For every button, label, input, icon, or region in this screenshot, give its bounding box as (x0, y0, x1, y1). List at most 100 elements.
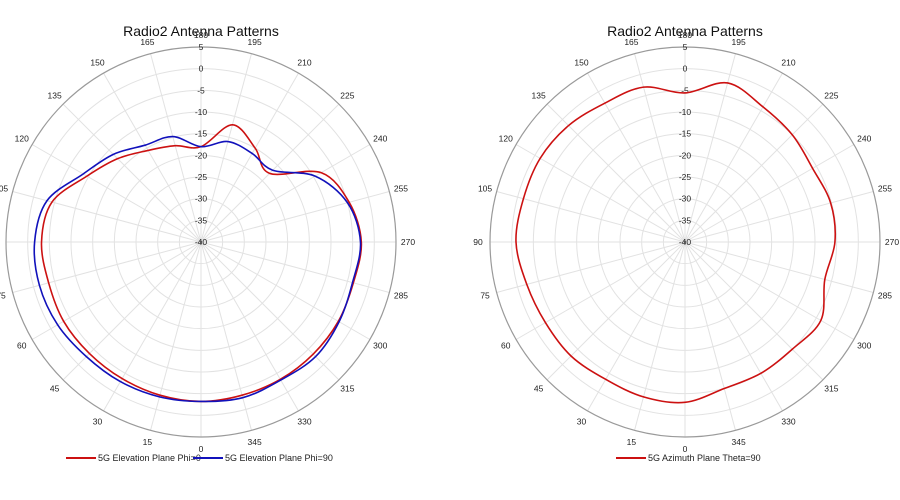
data-point (86, 356, 88, 358)
angle-tick-label: 330 (781, 416, 795, 426)
radial-gridline (70, 111, 332, 373)
data-point (762, 106, 764, 108)
radial-tick-label: 5 (199, 42, 204, 52)
angle-gridline (634, 53, 686, 243)
data-point (824, 279, 826, 281)
angle-tick-label: 0 (199, 444, 204, 454)
data-point (352, 282, 354, 284)
angle-gridline (684, 72, 783, 243)
polar-outer-ring (5, 46, 397, 438)
data-point (760, 372, 762, 374)
angle-tick-label: 45 (534, 383, 544, 393)
radial-gridline (597, 154, 773, 330)
angle-tick-label: 135 (48, 91, 62, 101)
angle-tick-label: 240 (857, 134, 871, 144)
data-point (159, 394, 161, 396)
radial-tick-label: -25 (195, 172, 208, 182)
radial-tick-label: -5 (197, 85, 205, 95)
data-point (791, 348, 793, 350)
data-point (834, 241, 836, 243)
angle-gridline (200, 241, 371, 340)
data-point (46, 200, 48, 202)
data-point (34, 241, 36, 243)
legend-label: 5G Azimuth Plane Theta=90 (648, 453, 761, 463)
angle-gridline (12, 191, 202, 243)
angle-tick-label: 225 (340, 91, 354, 101)
angle-gridline (684, 103, 824, 243)
angle-tick-label: 225 (824, 91, 838, 101)
angle-gridline (150, 53, 202, 243)
angle-gridline (546, 241, 686, 381)
radial-tick-label: -35 (679, 215, 692, 225)
angle-tick-label: 90 (473, 237, 483, 247)
data-point (570, 355, 572, 357)
angle-gridline (200, 241, 299, 412)
data-point (82, 173, 84, 175)
angle-tick-label: 300 (373, 341, 387, 351)
data-point (144, 144, 146, 146)
data-point (117, 158, 119, 160)
radial-tick-label: 0 (683, 64, 688, 74)
angle-gridline (12, 241, 202, 293)
data-point (147, 150, 149, 152)
data-point (269, 172, 271, 174)
angle-gridline (684, 241, 874, 293)
angle-tick-label: 195 (247, 37, 261, 47)
polar-chart-2: Radio2 Antenna Patterns 5 0 -5 -10 -15 -20 -25 -… (473, 23, 899, 463)
angle-gridline (200, 241, 252, 431)
polar-outer-ring (489, 46, 881, 438)
data-point (820, 320, 822, 322)
angle-gridline (200, 53, 252, 243)
angle-gridline (496, 191, 686, 243)
angle-tick-label: 345 (247, 437, 261, 447)
angle-tick-label: 165 (624, 37, 638, 47)
data-point (723, 388, 725, 390)
data-point (120, 381, 122, 383)
legend-label: 5G Elevation Plane Phi=90 (225, 453, 333, 463)
series-line-1 (515, 81, 836, 404)
angle-tick-label: 240 (373, 134, 387, 144)
data-point (315, 356, 317, 358)
data-point (112, 153, 114, 155)
radial-tick-label: -30 (195, 194, 208, 204)
radial-tick-label: -20 (679, 150, 692, 160)
angle-gridline (496, 241, 686, 293)
radial-gridline (532, 89, 838, 395)
data-point (360, 241, 362, 243)
radial-tick-label: -35 (195, 215, 208, 225)
data-point (232, 124, 234, 126)
data-point (727, 82, 729, 84)
angle-tick-label: 120 (15, 134, 29, 144)
data-point (523, 198, 525, 200)
angle-tick-label: 30 (93, 416, 103, 426)
data-point (605, 378, 607, 380)
angle-tick-label: 180 (678, 30, 692, 40)
data-point (272, 169, 274, 171)
data-point (200, 401, 202, 403)
data-point (200, 146, 202, 148)
angle-tick-label: 135 (532, 91, 546, 101)
data-point (539, 157, 541, 159)
angle-gridline (200, 241, 340, 381)
data-point (347, 202, 349, 204)
angle-tick-label: 0 (683, 444, 688, 454)
angle-gridline (103, 241, 202, 412)
radial-tick-label: 5 (683, 42, 688, 52)
data-point (254, 147, 256, 149)
angle-tick-label: 270 (885, 237, 899, 247)
radial-tick-label: 0 (199, 64, 204, 74)
angle-tick-label: 15 (627, 437, 637, 447)
polar-center-dot (199, 240, 203, 244)
radial-tick-label: -15 (679, 129, 692, 139)
angle-tick-label: 180 (194, 30, 208, 40)
angle-gridline (515, 241, 686, 340)
radial-tick-label: -5 (681, 85, 689, 95)
data-point (604, 102, 606, 104)
radial-gridline (554, 111, 816, 373)
data-point (314, 175, 316, 177)
angle-tick-label: 15 (143, 437, 153, 447)
angle-gridline (587, 241, 686, 412)
polar-center-dot (683, 240, 687, 244)
angle-tick-label: 210 (297, 58, 311, 68)
